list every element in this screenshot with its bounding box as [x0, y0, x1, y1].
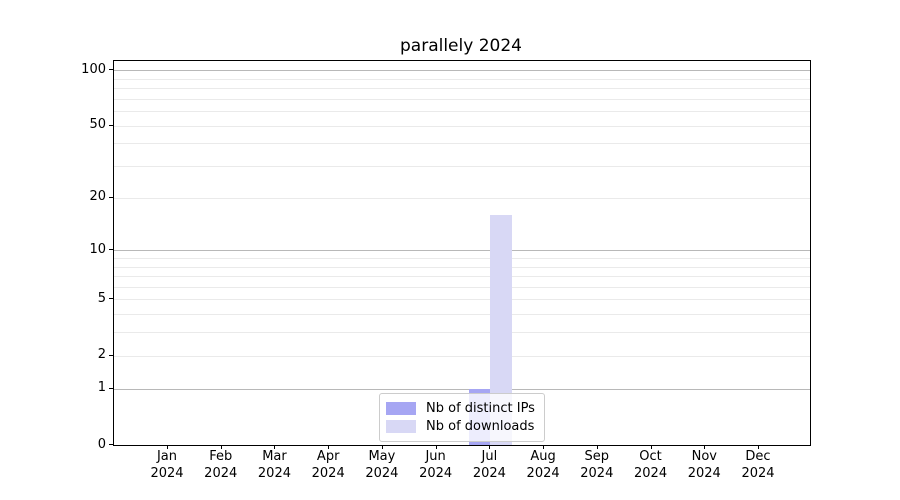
- x-tick-label-month: Jul: [481, 449, 498, 464]
- x-tick-mark: [274, 445, 276, 449]
- y-gridline-minor: [114, 276, 810, 278]
- y-tick-mark: [109, 298, 113, 300]
- x-tick-mark: [704, 445, 706, 449]
- x-tick-mark: [328, 445, 330, 449]
- y-gridline-minor: [114, 266, 810, 268]
- x-tick-label: Oct 2024: [621, 448, 681, 482]
- y-gridline-major: [114, 388, 810, 390]
- y-tick-label: 10: [89, 241, 106, 257]
- legend-label-distinct-ips: Nb of distinct IPs: [426, 401, 535, 416]
- x-tick-label: Jul 2024: [459, 448, 519, 482]
- x-tick-label-month: Aug: [530, 449, 556, 464]
- x-tick-label: Mar 2024: [244, 448, 304, 482]
- y-gridline-minor: [114, 111, 810, 113]
- x-tick-label: Sep 2024: [567, 448, 627, 482]
- y-gridline-minor: [114, 125, 810, 127]
- x-tick-mark: [220, 445, 222, 449]
- x-tick-label: Aug 2024: [513, 448, 573, 482]
- chart-title: parallely 2024: [400, 36, 522, 56]
- y-gridline-minor: [114, 166, 810, 168]
- y-gridline-minor: [114, 98, 810, 100]
- x-tick-label-month: Jun: [425, 449, 446, 464]
- x-tick-label-year: 2024: [365, 466, 399, 481]
- x-tick-label: Dec 2024: [728, 448, 788, 482]
- y-tick-label: 1: [97, 380, 106, 396]
- x-tick-label-month: Oct: [639, 449, 662, 464]
- y-tick-label: 0: [97, 436, 106, 452]
- y-gridline-minor: [114, 257, 810, 259]
- x-tick-label-month: Dec: [745, 449, 771, 464]
- x-tick-mark: [381, 445, 383, 449]
- y-tick-mark: [109, 444, 113, 445]
- x-tick-label-year: 2024: [150, 466, 184, 481]
- legend-item-distinct-ips: Nb of distinct IPs: [380, 400, 544, 417]
- y-tick-mark: [109, 387, 113, 389]
- legend-label-downloads: Nb of downloads: [426, 419, 535, 434]
- y-tick-label: 20: [89, 189, 106, 205]
- x-tick-mark: [650, 445, 652, 449]
- legend-swatch-distinct-ips: [386, 402, 416, 415]
- x-tick-label-month: Nov: [691, 449, 717, 464]
- legend-item-downloads: Nb of downloads: [380, 418, 544, 435]
- bar-downloads: [490, 214, 512, 445]
- x-tick-label-year: 2024: [472, 466, 506, 481]
- y-tick-mark: [109, 249, 113, 251]
- y-tick-mark: [109, 69, 113, 71]
- plot-area: [113, 60, 811, 446]
- y-tick-label: 2: [97, 347, 106, 363]
- x-tick-mark: [166, 445, 168, 449]
- y-tick-label: 5: [97, 290, 106, 306]
- x-tick-label-year: 2024: [580, 466, 614, 481]
- x-tick-label-year: 2024: [634, 466, 668, 481]
- legend: Nb of distinct IPs Nb of downloads: [379, 393, 545, 442]
- y-gridline-minor: [114, 88, 810, 90]
- y-tick-label: 100: [81, 61, 106, 77]
- y-tick-label: 50: [89, 117, 106, 133]
- y-gridline-major: [114, 250, 810, 252]
- x-tick-mark: [596, 445, 598, 449]
- y-gridline-minor: [114, 355, 810, 357]
- x-tick-label: Feb 2024: [191, 448, 251, 482]
- x-tick-label-year: 2024: [257, 466, 291, 481]
- x-tick-mark: [758, 445, 759, 449]
- y-tick-mark: [109, 196, 113, 198]
- x-tick-mark: [489, 445, 491, 449]
- x-tick-label-month: Apr: [316, 449, 340, 464]
- y-tick-mark: [109, 354, 113, 356]
- x-tick-label: May 2024: [352, 448, 412, 482]
- x-tick-label-year: 2024: [687, 466, 721, 481]
- x-tick-label: Apr 2024: [298, 448, 358, 482]
- x-tick-label: Nov 2024: [674, 448, 734, 482]
- x-tick-label-year: 2024: [311, 466, 345, 481]
- y-gridline-minor: [114, 314, 810, 316]
- x-tick-label: Jun 2024: [406, 448, 466, 482]
- x-tick-label-year: 2024: [526, 466, 560, 481]
- x-tick-label-month: Sep: [584, 449, 610, 464]
- x-tick-label-year: 2024: [204, 466, 238, 481]
- x-tick-label-year: 2024: [741, 466, 775, 481]
- y-gridline-major: [114, 70, 810, 72]
- x-tick-label-month: May: [368, 449, 396, 464]
- x-tick-label-month: Mar: [262, 449, 287, 464]
- y-gridline-minor: [114, 197, 810, 199]
- x-tick-mark: [435, 445, 437, 449]
- x-tick-label-month: Feb: [209, 449, 233, 464]
- y-gridline-minor: [114, 332, 810, 334]
- y-gridline-minor: [114, 299, 810, 301]
- x-tick-label: Jan 2024: [137, 448, 197, 482]
- x-tick-label-month: Jan: [156, 449, 177, 464]
- y-gridline-minor: [114, 78, 810, 80]
- legend-swatch-downloads: [386, 420, 416, 433]
- y-tick-mark: [109, 124, 113, 126]
- x-tick-mark: [543, 445, 545, 449]
- y-gridline-minor: [114, 143, 810, 145]
- y-gridline-minor: [114, 286, 810, 288]
- x-tick-label-year: 2024: [419, 466, 453, 481]
